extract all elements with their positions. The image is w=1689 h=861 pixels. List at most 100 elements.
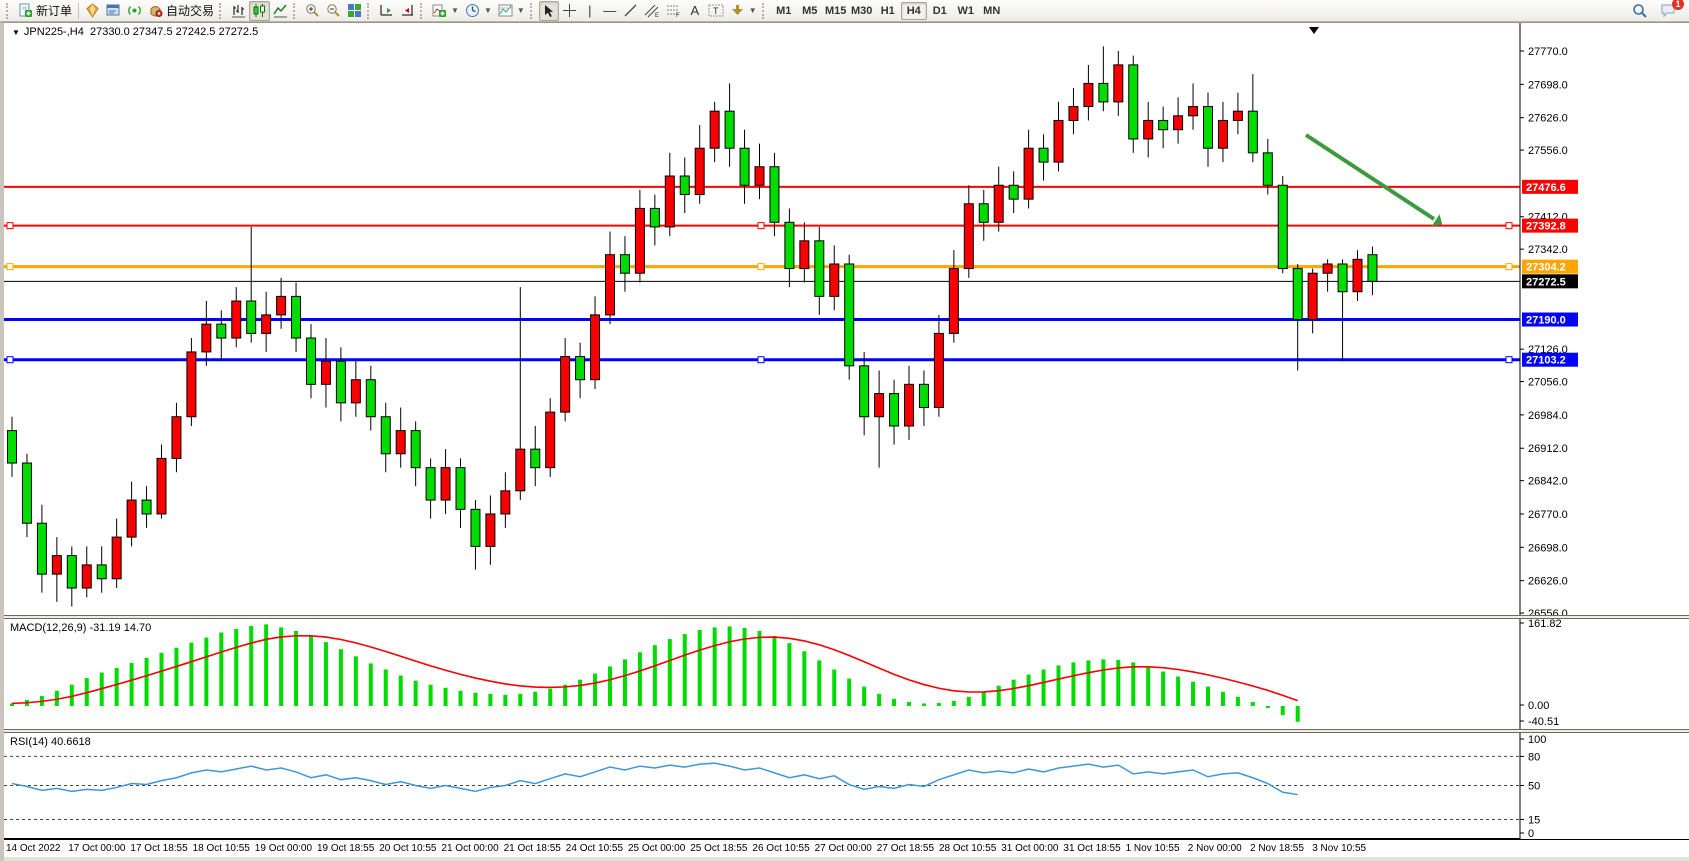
- new-order-label: 新订单: [36, 4, 73, 18]
- macd-chart-canvas[interactable]: 161.82 0.00 -40.51: [4, 619, 1689, 729]
- price-badge-27272.5: 27272.5: [1522, 274, 1578, 289]
- macd-hist-bar: [593, 673, 598, 706]
- new-order-button[interactable]: 新订单: [15, 1, 75, 21]
- macd-hist-bar: [1146, 666, 1151, 706]
- chart-shift-marker[interactable]: [1309, 27, 1319, 34]
- text-label-icon: T: [708, 3, 724, 18]
- macd-hist-bar: [622, 659, 627, 706]
- autotrading-button[interactable]: 自动交易: [145, 1, 217, 21]
- macd-hist-bar: [712, 627, 717, 706]
- time-axis-label: 14 Oct 2022: [6, 843, 61, 854]
- macd-hist-bar: [1026, 674, 1031, 706]
- hline-27103.2[interactable]: [4, 356, 1520, 364]
- cursor-tool-button[interactable]: [538, 0, 559, 21]
- macd-hist-bar: [996, 685, 1001, 706]
- timeframe-m15-button[interactable]: M15: [825, 4, 847, 17]
- macd-hist-bar: [533, 691, 538, 706]
- macd-hist-bar: [1265, 706, 1270, 709]
- macd-hist-bar: [1206, 686, 1210, 706]
- pane-resize-handle[interactable]: [4, 615, 1689, 619]
- trendline-tool-button[interactable]: [620, 1, 641, 21]
- market-button[interactable]: [82, 1, 103, 21]
- text-tool-button[interactable]: A: [685, 1, 705, 21]
- horizontal-line-tool-button[interactable]: —: [600, 1, 620, 21]
- symbol-expand-icon: [12, 26, 24, 38]
- time-axis-label: 2 Nov 00:00: [1187, 843, 1242, 854]
- metaeditor-button[interactable]: [103, 1, 124, 21]
- toolbar-grip[interactable]: [529, 2, 535, 19]
- zoom-in-button[interactable]: [302, 1, 323, 21]
- templates-button[interactable]: ▼: [495, 1, 528, 21]
- timeframe-m30-button[interactable]: M30: [851, 4, 873, 17]
- time-axis-label: 31 Oct 18:55: [1063, 843, 1121, 854]
- indicators-button[interactable]: ▼: [429, 1, 462, 21]
- svg-text:F: F: [676, 13, 680, 18]
- hline-27392.8[interactable]: [4, 222, 1520, 230]
- macd-hist-bar: [174, 647, 179, 706]
- timeframe-h1-button[interactable]: H1: [880, 4, 895, 17]
- macd-hist-bar: [413, 680, 418, 706]
- macd-hist-bar: [1176, 676, 1181, 706]
- vertical-line-tool-button[interactable]: |: [580, 1, 600, 21]
- symbol-ohlc-label: JPN225-,H4 27330.0 27347.5 27242.5 27272…: [12, 26, 258, 38]
- macd-hist-bar: [204, 637, 209, 706]
- tile-windows-button[interactable]: [344, 1, 365, 21]
- macd-pane[interactable]: 161.82 0.00 -40.51 MACD(12,26,9) -31.19 14…: [4, 619, 1689, 729]
- arrows-tool-button[interactable]: ▼: [727, 1, 760, 21]
- macd-hist-bar: [1116, 659, 1121, 706]
- main-price-pane[interactable]: 27770.0 27698.0 27626.0 27556.0 27412.0 27342…: [4, 23, 1689, 615]
- timeframe-mn-button[interactable]: MN: [983, 4, 1001, 17]
- price-chart-canvas[interactable]: 27770.027698.027626.027556.027412.027342…: [4, 23, 1689, 615]
- bar-chart-button[interactable]: [228, 1, 249, 21]
- hline-27304.2[interactable]: [4, 263, 1520, 271]
- macd-hist-bar: [383, 669, 388, 706]
- timeframe-m5-button[interactable]: M5: [802, 4, 818, 17]
- signals-button[interactable]: [124, 1, 145, 21]
- macd-hist-bar: [787, 643, 792, 706]
- toolbar-grip[interactable]: [761, 2, 767, 19]
- trend-arrow-annotation[interactable]: [1304, 133, 1443, 226]
- text-label-tool-button[interactable]: T: [705, 1, 727, 21]
- timeframe-m1-button[interactable]: M1: [776, 4, 792, 17]
- line-chart-button[interactable]: [270, 1, 291, 21]
- time-axis-label: 28 Oct 10:55: [939, 843, 997, 854]
- auto-scroll-button[interactable]: [376, 1, 397, 21]
- toolbar-separator: [78, 2, 80, 19]
- zoom-out-button[interactable]: [323, 1, 344, 21]
- search-button[interactable]: [1629, 1, 1651, 21]
- fibonacci-icon: F: [666, 3, 682, 18]
- candle-chart-button[interactable]: [249, 0, 271, 21]
- text-icon: A: [690, 3, 700, 18]
- time-axis[interactable]: 14 Oct 2022 17 Oct 00:00 17 Oct 18:55 18 Oc…: [4, 839, 1689, 857]
- macd-hist-bar: [921, 703, 926, 706]
- fibonacci-tool-button[interactable]: F: [663, 1, 685, 21]
- toolbar-grip[interactable]: [420, 2, 425, 19]
- dropdown-arrow-icon: ▼: [483, 6, 492, 15]
- price-badge-27103.2: 27103.2: [1522, 352, 1578, 367]
- chart-shift-icon: [400, 3, 415, 18]
- time-axis-label: 17 Oct 18:55: [130, 843, 188, 854]
- timeframe-w1-button[interactable]: W1: [957, 4, 974, 17]
- rsi-pane[interactable]: 100 80 50 15 0 RSI(14) 40.6618: [4, 733, 1689, 839]
- macd-hist-bar: [1101, 659, 1106, 706]
- toolbar-grip[interactable]: [6, 2, 11, 19]
- toolbar-grip[interactable]: [367, 2, 372, 19]
- chat-button[interactable]: 1: [1657, 0, 1684, 21]
- timeframe-h4-button[interactable]: H4: [900, 1, 927, 20]
- time-axis-label: 3 Nov 10:55: [1312, 843, 1367, 854]
- price-badge-27392.8: 27392.8: [1522, 218, 1578, 233]
- macd-hist-bar: [338, 649, 343, 706]
- rsi-chart-canvas[interactable]: 100 80 50 15 0: [4, 733, 1689, 839]
- toolbar-grip[interactable]: [293, 2, 298, 19]
- timeframe-d1-button[interactable]: D1: [932, 4, 947, 17]
- macd-hist-bar: [249, 625, 254, 706]
- indicators-icon: [432, 3, 447, 18]
- chart-shift-button[interactable]: [397, 1, 418, 21]
- macd-hist-bar: [966, 696, 971, 706]
- crosshair-tool-button[interactable]: [559, 1, 580, 21]
- pane-resize-handle[interactable]: [4, 729, 1689, 733]
- channel-tool-button[interactable]: E: [641, 1, 663, 21]
- periods-button[interactable]: ▼: [462, 1, 495, 21]
- toolbar-grip[interactable]: [219, 2, 224, 19]
- macd-hist-bar: [563, 684, 568, 706]
